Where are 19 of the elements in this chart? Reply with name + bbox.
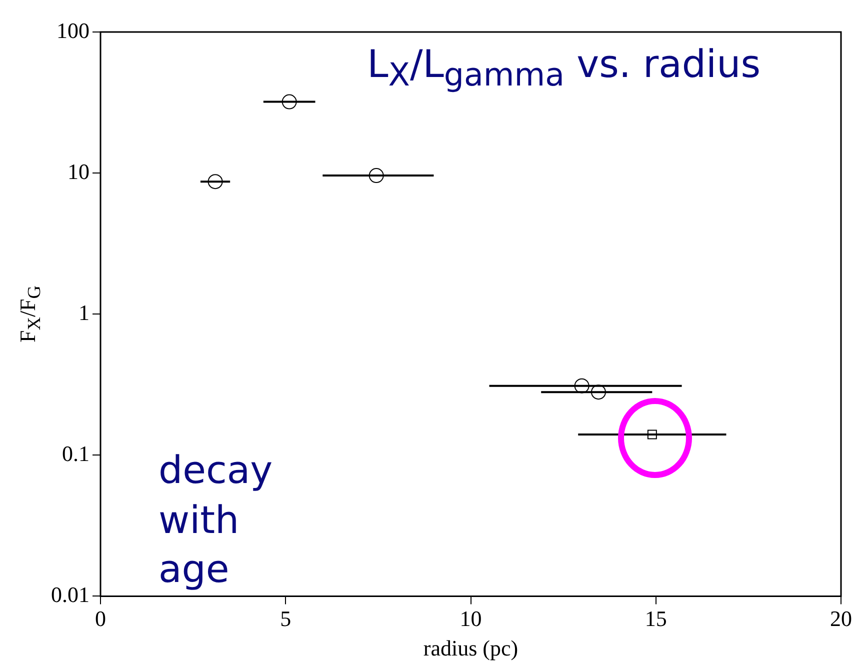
- x-tick-label: 5: [280, 606, 292, 632]
- x-axis-title: radius (pc): [423, 636, 518, 661]
- y-tick-label: 10: [68, 158, 90, 184]
- y-tick-label: 1: [78, 300, 90, 325]
- x-tick-label: 20: [830, 606, 852, 632]
- point: [282, 94, 297, 110]
- annotation: decay with age: [158, 447, 274, 593]
- x-tick-label: 15: [644, 606, 667, 632]
- y-tick-label: 100: [56, 18, 90, 43]
- point: [368, 168, 384, 184]
- y-tick-label: 0.01: [51, 582, 90, 607]
- y-tick-label: 0.1: [62, 440, 90, 466]
- x-tick-label: 10: [460, 606, 482, 632]
- point: [590, 384, 606, 400]
- point: [647, 430, 657, 440]
- x-tick-label: 0: [95, 606, 106, 632]
- point: [574, 378, 590, 394]
- point: [208, 174, 223, 190]
- annotation: L$_{X}$/L$_{gamma}$ vs. radius: [367, 42, 760, 94]
